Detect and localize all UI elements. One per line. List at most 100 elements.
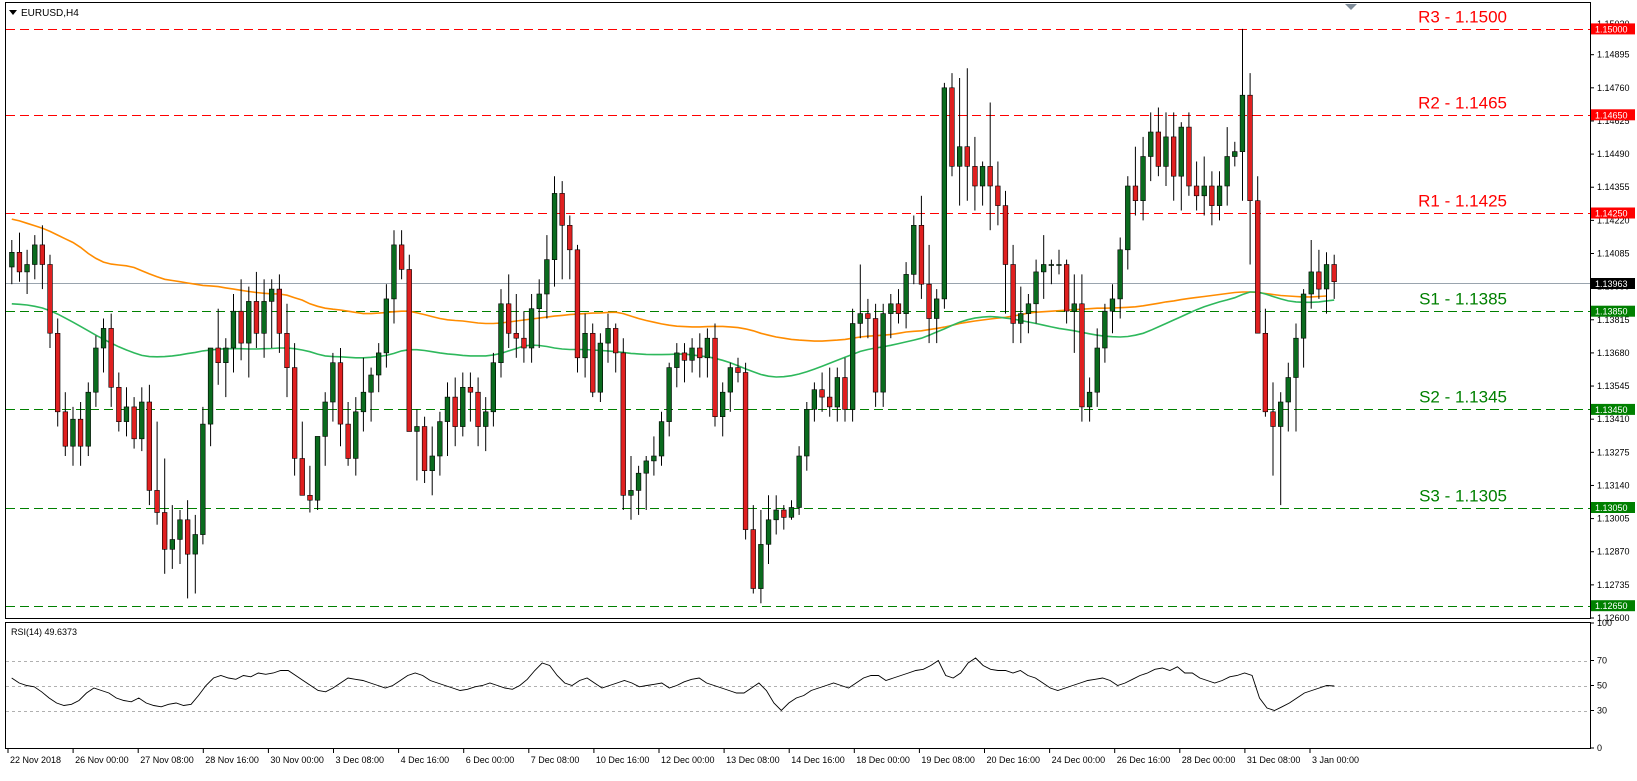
candle[interactable] <box>200 406 206 545</box>
candle[interactable] <box>758 510 764 604</box>
candle[interactable] <box>39 225 45 290</box>
candle[interactable] <box>1041 235 1047 299</box>
price-pane-frame[interactable] <box>5 2 1591 619</box>
candle[interactable] <box>490 352 496 427</box>
candle[interactable] <box>85 382 91 456</box>
candle[interactable] <box>1025 294 1032 334</box>
candle[interactable] <box>888 294 894 339</box>
candle[interactable] <box>1323 252 1330 314</box>
candle[interactable] <box>796 446 802 515</box>
candle[interactable] <box>880 303 886 407</box>
candle[interactable] <box>253 271 260 348</box>
candle[interactable] <box>154 421 160 525</box>
candle[interactable] <box>1285 362 1291 432</box>
candle[interactable] <box>643 456 649 510</box>
candle[interactable] <box>1056 249 1062 275</box>
candle[interactable] <box>1117 237 1123 319</box>
candle[interactable] <box>100 318 107 373</box>
candle[interactable] <box>475 377 481 447</box>
candle[interactable] <box>452 377 458 447</box>
candle[interactable] <box>819 372 825 412</box>
candle[interactable] <box>32 235 38 280</box>
candle[interactable] <box>574 244 581 373</box>
candle[interactable] <box>230 294 237 373</box>
candle[interactable] <box>93 335 99 407</box>
candle[interactable] <box>192 514 198 594</box>
candle[interactable] <box>414 409 420 481</box>
candle[interactable] <box>1278 392 1284 506</box>
candle[interactable] <box>842 357 848 422</box>
candle[interactable] <box>1094 328 1100 407</box>
candle[interactable] <box>742 362 749 540</box>
candle[interactable] <box>949 73 955 177</box>
candle[interactable] <box>651 436 657 476</box>
candle[interactable] <box>765 495 772 564</box>
candle[interactable] <box>528 294 535 363</box>
candle[interactable] <box>162 458 168 574</box>
candle[interactable] <box>1293 323 1299 432</box>
candle[interactable] <box>238 279 244 361</box>
candle[interactable] <box>62 392 68 456</box>
candle[interactable] <box>276 274 282 353</box>
candle[interactable] <box>169 505 175 569</box>
candle[interactable] <box>1255 176 1261 334</box>
candle[interactable] <box>139 387 145 452</box>
candle[interactable] <box>1086 377 1093 422</box>
candle[interactable] <box>314 436 321 510</box>
candle[interactable] <box>811 382 817 422</box>
candle[interactable] <box>1010 244 1016 344</box>
candle[interactable] <box>1125 176 1131 270</box>
candle[interactable] <box>590 323 596 398</box>
candle[interactable] <box>1002 190 1009 314</box>
rsi-pane-frame[interactable] <box>5 622 1591 749</box>
candle[interactable] <box>1064 259 1070 324</box>
candle[interactable] <box>521 311 527 363</box>
candle[interactable] <box>116 372 122 432</box>
candle[interactable] <box>185 500 191 599</box>
candle[interactable] <box>903 262 909 329</box>
candle[interactable] <box>1018 286 1024 344</box>
candle[interactable] <box>1071 274 1077 353</box>
candle[interactable] <box>207 347 214 447</box>
candle[interactable] <box>246 286 252 378</box>
candle[interactable] <box>826 367 833 417</box>
candle[interactable] <box>337 348 344 447</box>
candle[interactable] <box>979 161 986 206</box>
candle[interactable] <box>9 240 15 285</box>
candle[interactable] <box>1079 274 1085 422</box>
candle[interactable] <box>1331 254 1337 299</box>
candle[interactable] <box>1132 146 1139 216</box>
candle[interactable] <box>54 318 61 427</box>
candle[interactable] <box>505 274 512 348</box>
candle[interactable] <box>834 367 840 422</box>
candle[interactable] <box>658 411 665 466</box>
candle[interactable] <box>719 382 726 437</box>
candle[interactable] <box>605 313 611 363</box>
candle[interactable] <box>398 230 405 280</box>
candle[interactable] <box>536 279 542 348</box>
candle[interactable] <box>987 102 993 231</box>
candle[interactable] <box>444 382 451 456</box>
candle[interactable] <box>620 338 626 510</box>
candle[interactable] <box>1186 112 1192 196</box>
candle[interactable] <box>681 343 688 383</box>
candle[interactable] <box>307 465 313 513</box>
candle[interactable] <box>567 215 573 280</box>
candle[interactable] <box>697 333 703 378</box>
candle[interactable] <box>964 68 970 201</box>
candle[interactable] <box>872 303 879 407</box>
candle[interactable] <box>857 264 863 339</box>
candle[interactable] <box>1109 284 1116 334</box>
candle[interactable] <box>24 249 30 294</box>
candle[interactable] <box>704 328 710 378</box>
shift-marker-icon[interactable] <box>1345 4 1357 10</box>
candle[interactable] <box>1270 382 1276 476</box>
candle[interactable] <box>383 284 389 368</box>
candle[interactable] <box>559 181 565 280</box>
candle[interactable] <box>1316 249 1322 299</box>
candle[interactable] <box>781 505 787 530</box>
candle[interactable] <box>582 313 588 378</box>
candle[interactable] <box>995 161 1001 226</box>
candle[interactable] <box>47 254 53 348</box>
